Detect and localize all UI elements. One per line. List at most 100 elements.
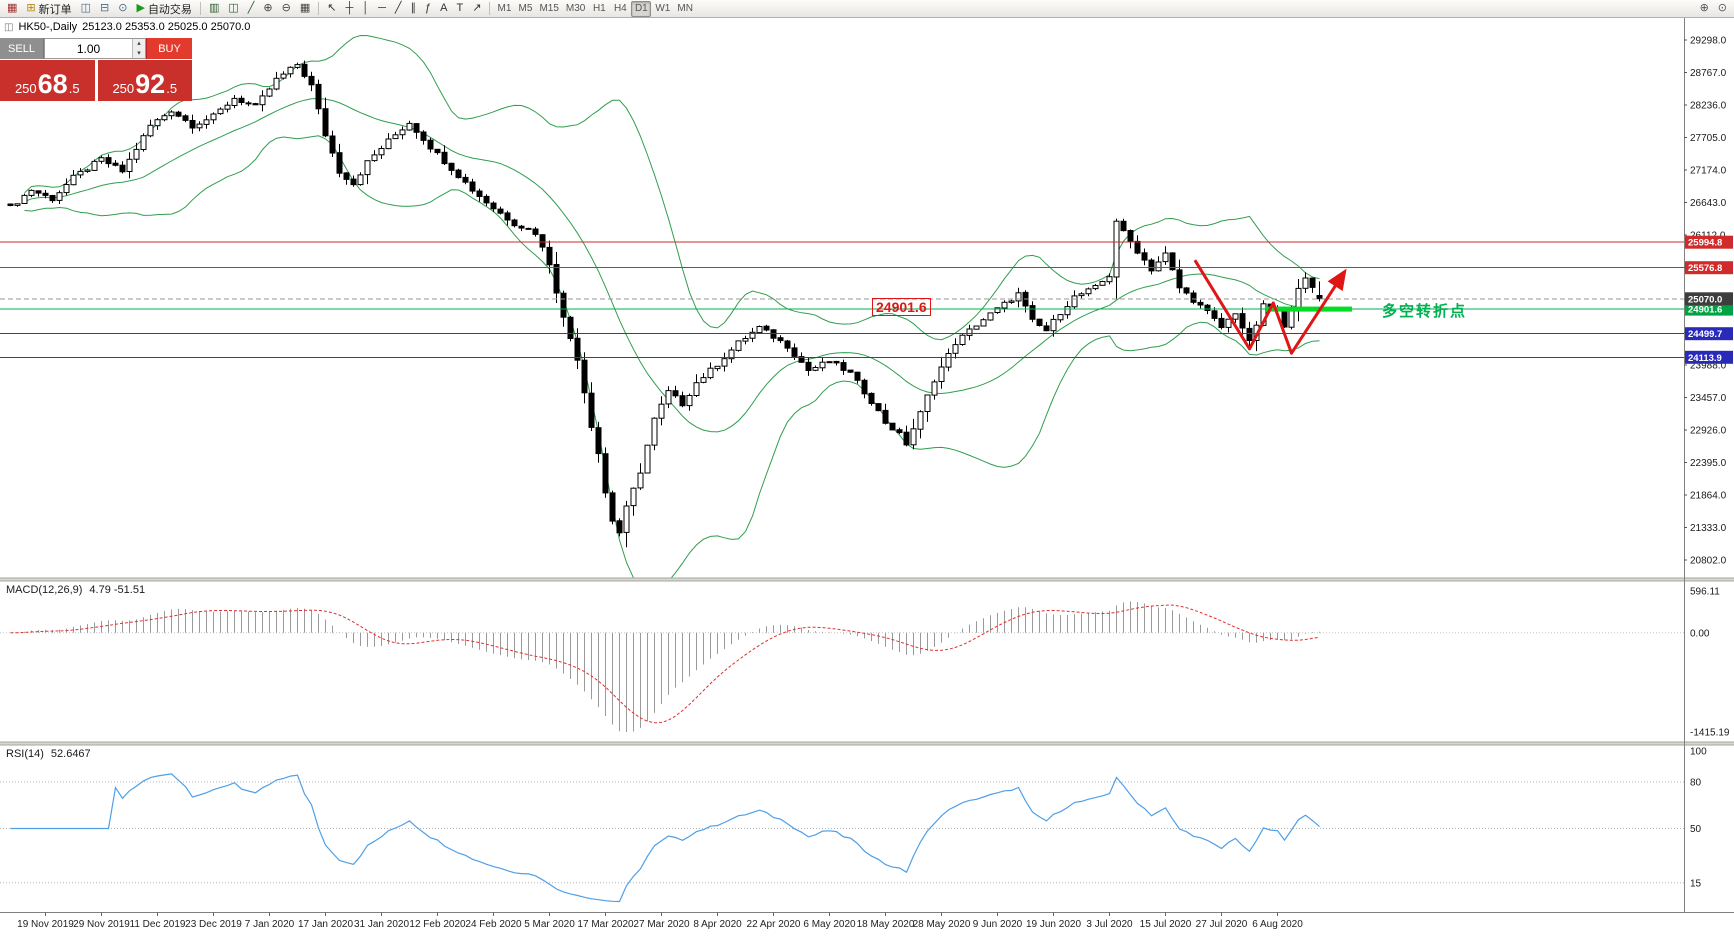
trendline-icon: ╱ [394, 2, 402, 14]
timeframe-d1-button[interactable]: D1 [631, 0, 652, 17]
buy-price[interactable]: 250 92.5 [97, 60, 192, 101]
trendline-button[interactable]: ╱ [391, 1, 406, 17]
timeframe-m1-button[interactable]: M1 [497, 3, 512, 14]
candlestick-chart-icon: ◫ [228, 2, 239, 14]
zoom-out-button[interactable]: ⊖ [278, 1, 295, 17]
price-tick-label: 27705.0 [1690, 133, 1727, 144]
timeframe-h4-button[interactable]: H4 [613, 3, 627, 14]
volume-input[interactable] [45, 39, 132, 58]
crosshair-button[interactable]: ┼ [341, 1, 357, 17]
time-tick-label: 7 Jan 2020 [245, 919, 295, 930]
zigzag-annotation[interactable] [1193, 259, 1347, 355]
time-tick-label: 29 Nov 2019 [73, 919, 130, 930]
time-axis[interactable]: 19 Nov 2019 29 Nov 2019 11 Dec 2019 23 Dec … [17, 912, 1303, 930]
price-tick-label: 26643.0 [1690, 198, 1727, 209]
horizontal-line-button[interactable]: ─ [374, 1, 390, 17]
price-badge-label: 24113.9 [1688, 353, 1722, 364]
time-tick-label: 9 Jun 2020 [973, 919, 1023, 930]
macd-axis-label: -1415.19 [1690, 728, 1730, 739]
rsi-level-label: 50 [1690, 824, 1702, 835]
autotrading-icon: ▶ [136, 2, 145, 14]
timeframe-w1-button[interactable]: W1 [655, 3, 671, 14]
auto-arrange-icon: ▦ [299, 2, 311, 14]
line-chart-button[interactable]: ╱ [244, 1, 259, 17]
price-badge [1685, 327, 1733, 341]
price-axis[interactable]: 29298.0 28767.0 28236.0 27705.0 27174.0 26643… [0, 18, 1734, 913]
zoom-in-button[interactable]: ⊕ [259, 1, 276, 17]
candlestick-chart-icon: ◫ [4, 21, 14, 33]
timeframe-m5-button[interactable]: M5 [518, 3, 533, 14]
price-badge-label: 25576.8 [1688, 263, 1722, 274]
time-tick-label: 15 Jul 2020 [1140, 919, 1192, 930]
autotrading-button[interactable]: ▶ 自动交易 [132, 1, 195, 17]
volume-down-icon[interactable]: ▾ [133, 48, 145, 58]
chart-window[interactable]: 29298.0 28767.0 28236.0 27705.0 27174.0 26643… [0, 18, 1734, 944]
buy-button[interactable]: BUY [146, 38, 192, 59]
time-tick-label: 17 Jan 2020 [298, 919, 353, 930]
text-button[interactable]: A [436, 1, 451, 17]
chart-tab[interactable]: ◫ HK50-,Daily 25123.0 25353.0 25025.0 25… [4, 21, 250, 33]
time-tick-label: 19 Jun 2020 [1026, 919, 1081, 930]
rsi-level-label: 15 [1690, 878, 1702, 889]
timeframe-m15-button[interactable]: M15 [539, 3, 559, 14]
price-tick-label: 27174.0 [1690, 166, 1727, 177]
bar-chart-button[interactable]: ▥ [205, 1, 223, 17]
price-callout[interactable]: 24901.6 [872, 298, 931, 316]
autotrading-label: 自动交易 [147, 3, 192, 16]
magnifier-search-button[interactable]: ⊙ [1714, 1, 1731, 17]
price-badge [1685, 350, 1733, 364]
volume-up-icon[interactable]: ▴ [133, 39, 145, 49]
timeframe-h1-button[interactable]: H1 [592, 3, 606, 14]
price-badge [1685, 261, 1733, 275]
turning-point-highlight-line[interactable] [1266, 306, 1352, 312]
new-order-button[interactable]: ⊞ 新订单 [22, 1, 75, 17]
time-tick-label: 23 Dec 2019 [185, 919, 242, 930]
cursor-icon: ↖ [327, 2, 337, 14]
price-tick-label: 21864.0 [1690, 491, 1727, 502]
timeframe-m30-button[interactable]: M30 [565, 3, 586, 14]
horizontal-lines-layer[interactable] [0, 241, 1684, 358]
price-tick-label: 22395.0 [1690, 458, 1727, 469]
sell-price-big: 68 [37, 69, 68, 100]
vertical-line-button[interactable]: │ [358, 1, 373, 17]
chart-canvas[interactable]: 29298.0 28767.0 28236.0 27705.0 27174.0 26643… [0, 18, 1734, 944]
magnifier-plus-icon: ⊕ [1699, 2, 1709, 14]
bar-chart-icon: ▥ [208, 2, 220, 14]
terminal-button[interactable]: ⊙ [114, 1, 131, 17]
market-watch-button[interactable]: ◫ [77, 1, 95, 17]
toolbar: ▦ ⊞ 新订单 ◫ ⊟ ⊙ ▶ 自动交易 ▥ ◫ ╱ ⊕ ⊖ ▦ ↖ ┼ │ ─ ╱ ∥ ƒ A T ↗ M1 M5 M15 M30 H… [0, 0, 1734, 18]
fibonacci-retracement-button[interactable]: ƒ [421, 1, 435, 17]
macd-axis-label: 596.11 [1690, 587, 1720, 598]
rsi-panel[interactable] [0, 773, 1684, 903]
panel-separator[interactable] [0, 578, 1734, 581]
equidistant-channel-button[interactable]: ∥ [407, 1, 421, 17]
time-tick-label: 28 May 2020 [913, 919, 971, 930]
arrow-tools-button[interactable]: ↗ [468, 1, 485, 17]
s ell-button[interactable]: SELL [0, 38, 44, 59]
macd-label: MACD(12,26,9) 4.79 -51.51 [6, 584, 145, 596]
macd-name: MACD(12,26,9) [6, 584, 83, 596]
timeframe-mn-button[interactable]: MN [677, 3, 693, 14]
cursor-button[interactable]: ↖ [323, 1, 340, 17]
text-label-button[interactable]: T [453, 1, 468, 17]
macd-panel[interactable] [0, 601, 1684, 732]
price-badge-label: 25070.0 [1688, 294, 1722, 305]
volume-stepper[interactable]: ▴ ▾ [44, 38, 146, 59]
equidistant-channel-icon: ∥ [410, 2, 417, 14]
price-tick-label: 29298.0 [1690, 36, 1727, 47]
turning-point-label[interactable]: 多空转折点 [1382, 303, 1468, 320]
panel-separator[interactable] [0, 742, 1734, 745]
new-chart-button[interactable]: ▦ [3, 1, 21, 17]
navigator-button[interactable]: ⊟ [96, 1, 113, 17]
auto-arrange-button[interactable]: ▦ [296, 1, 314, 17]
magnifier-plus-button[interactable]: ⊕ [1696, 1, 1713, 17]
price-tick-label: 23988.0 [1690, 361, 1727, 372]
price-badge-label: 24901.6 [1688, 305, 1722, 316]
horizontal-line-icon: ─ [378, 2, 386, 14]
price-badge [1685, 292, 1733, 306]
sell-price[interactable]: 250 68.5 [0, 60, 95, 101]
candlestick-chart-button[interactable]: ◫ [224, 1, 242, 17]
price-chart-layer[interactable] [7, 34, 1323, 593]
price-badge [1685, 302, 1733, 316]
